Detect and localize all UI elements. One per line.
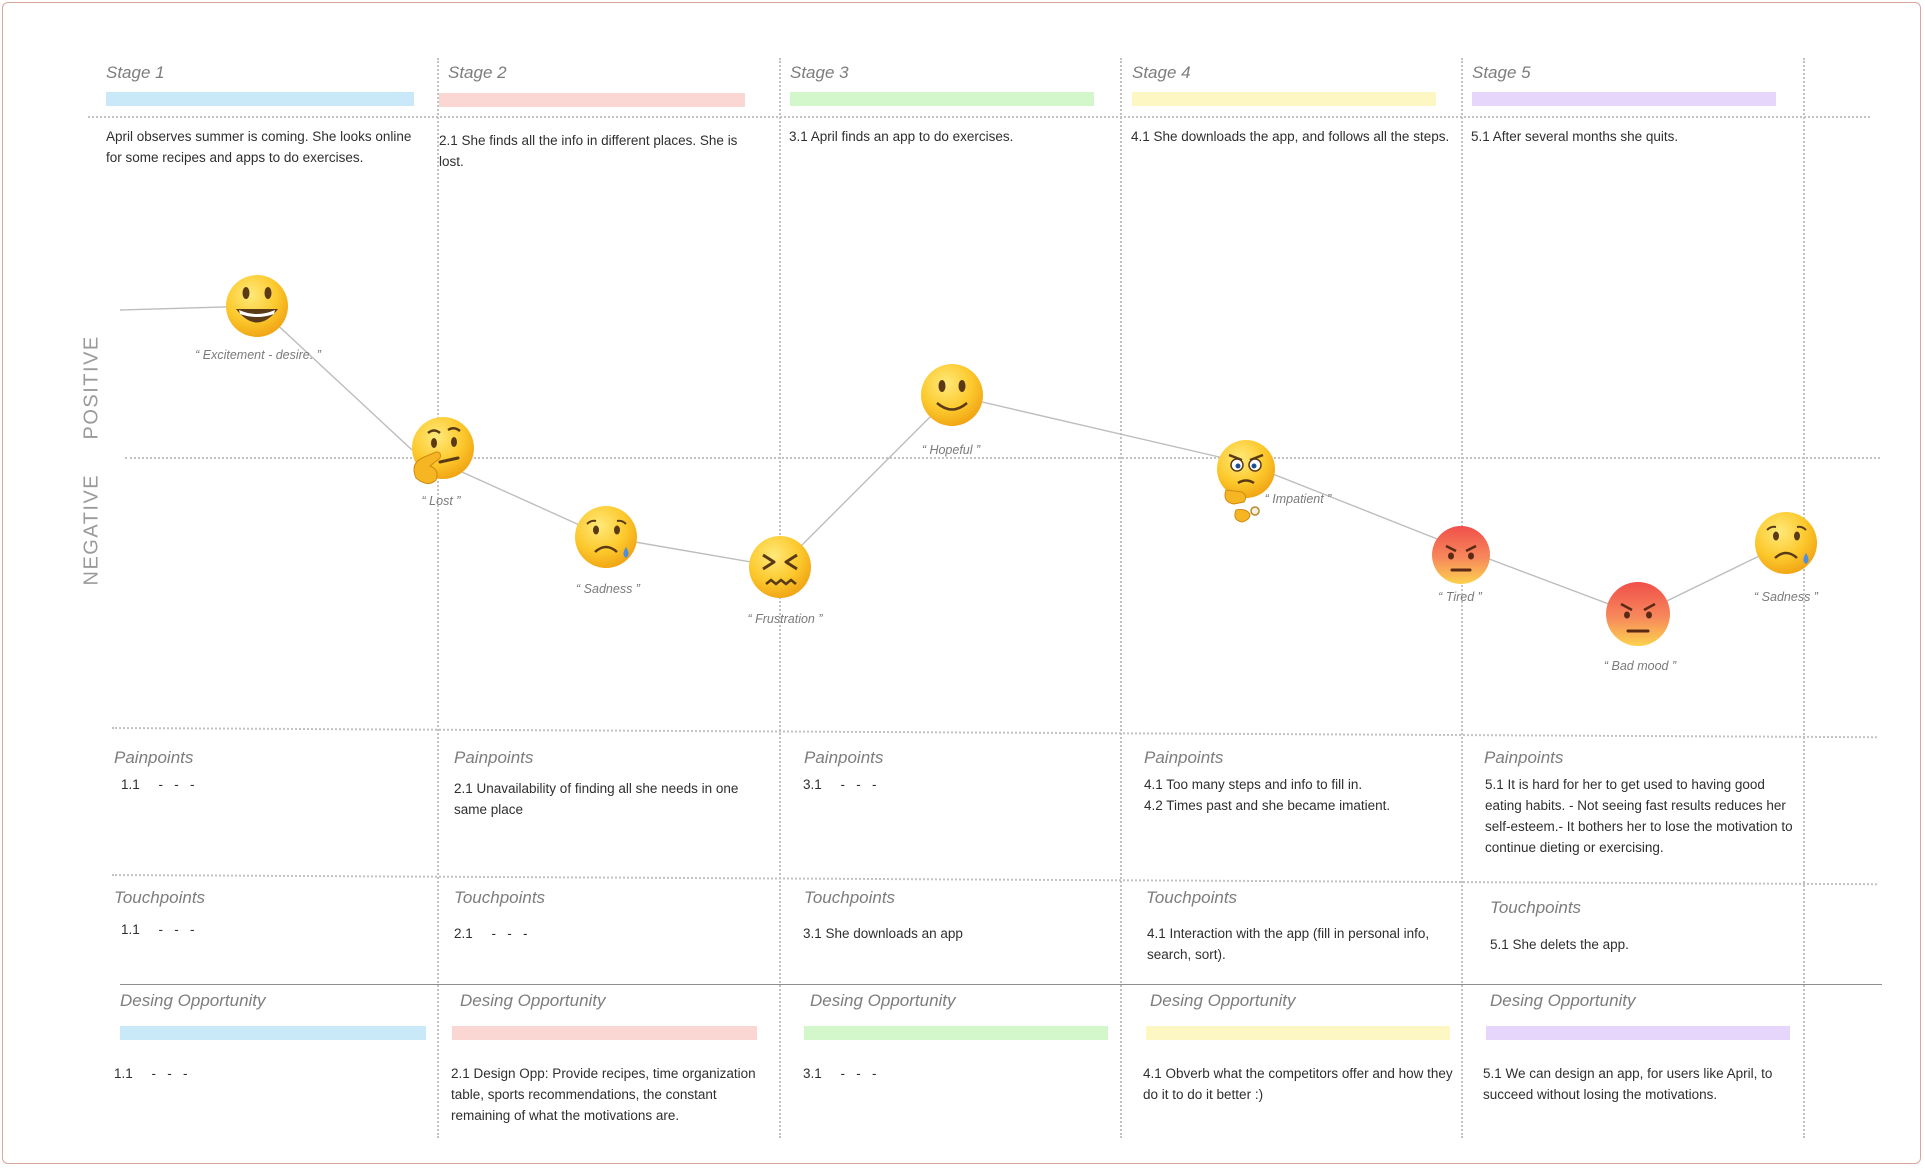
stage-2-opportunity: 2.1 Design Opp: Provide recipes, time or… (451, 1066, 756, 1123)
stage-5-opportunity: 5.1 We can design an app, for users like… (1483, 1066, 1773, 1102)
stage-1-title: Stage 1 (106, 63, 165, 82)
stage-4-painpoint-1: 4.1 Too many steps and info to fill in. (1144, 777, 1363, 792)
sad-tear-emoji-icon (575, 506, 637, 568)
emotion-label-sadness: “ Sadness ” (576, 582, 640, 596)
stage-1-painpoint: 1.1 - - - (121, 777, 195, 792)
stage-2-title: Stage 2 (448, 63, 507, 82)
painpoints-label: Painpoints (1144, 748, 1224, 767)
stage-4-painpoint-2: 4.2 Times past and she became imatient. (1144, 798, 1391, 813)
opportunity-label: Desing Opportunity (1490, 991, 1636, 1010)
emotion-label-bad-mood: “ Bad mood ” (1603, 659, 1677, 673)
painpoints-label: Painpoints (454, 748, 534, 767)
stage-1-color-bar (106, 92, 414, 106)
opportunity-label: Desing Opportunity (120, 991, 266, 1010)
touchpoints-label: Touchpoints (454, 888, 546, 907)
stage-3-touchpoint: 3.1 She downloads an app (803, 926, 963, 941)
stage-3-color-bar (790, 92, 1094, 106)
stage-1-description: April observes summer is coming. She loo… (106, 129, 412, 165)
stage-1-touchpoint: 1.1 - - - (121, 922, 195, 937)
stage-2-touchpoint: 2.1 - - - (454, 926, 528, 941)
stage-divider (1461, 58, 1463, 1138)
stage-5-description: 5.1 After several months she quits. (1471, 129, 1679, 144)
emotion-label-lost: “ Lost ” (421, 494, 461, 508)
grin-emoji-icon (226, 275, 288, 337)
emotion-label-impatient: “ Impatient ” (1264, 492, 1332, 506)
emotion-label-hopeful: “ Hopeful ” (921, 443, 981, 457)
opportunity-label: Desing Opportunity (810, 991, 956, 1010)
stage-3-painpoint: 3.1 - - - (803, 777, 877, 792)
stage-3-description: 3.1 April finds an app to do exercises. (789, 129, 1014, 144)
touchpoints-label: Touchpoints (1490, 898, 1582, 917)
emotion-label-sadness-2: “ Sadness ” (1754, 590, 1818, 604)
impatient-emoji-icon (1217, 440, 1275, 523)
angry-red-emoji-icon (1432, 526, 1490, 584)
stage-5-color-bar (1472, 92, 1776, 106)
stage-5-opportunity-bar (1486, 1026, 1790, 1040)
stage-5-touchpoint: 5.1 She delets the app. (1490, 937, 1629, 952)
sad-tear-emoji-icon (1755, 512, 1817, 574)
stage-4-color-bar (1132, 92, 1436, 106)
opportunity-divider (120, 984, 1882, 985)
stage-3-title: Stage 3 (790, 63, 849, 82)
angry-red-emoji-icon (1606, 582, 1670, 646)
opportunity-label: Desing Opportunity (1150, 991, 1296, 1010)
touchpoints-label: Touchpoints (114, 888, 206, 907)
painpoints-label: Painpoints (114, 748, 194, 767)
stage-2-painpoint: 2.1 Unavailability of finding all she ne… (454, 781, 739, 817)
stage-4-touchpoint: 4.1 Interaction with the app (fill in pe… (1147, 926, 1430, 962)
emotion-label-tired: “ Tired ” (1438, 590, 1482, 604)
stage-2-description: 2.1 She finds all the info in different … (439, 133, 738, 169)
painpoints-label: Painpoints (804, 748, 884, 767)
stage-4-title: Stage 4 (1132, 63, 1191, 82)
stage-divider (437, 58, 439, 1138)
frustrated-emoji-icon (749, 536, 811, 598)
painpoints-label: Painpoints (1484, 748, 1564, 767)
stage-2-color-bar (439, 93, 745, 107)
stage-3-opportunity-bar (804, 1026, 1108, 1040)
opportunity-label: Desing Opportunity (460, 991, 606, 1010)
emotion-label-excitement: “ Excitement - desire. ” (195, 348, 321, 362)
stage-5-title: Stage 5 (1472, 63, 1531, 82)
touchpoints-label: Touchpoints (804, 888, 896, 907)
stage-divider (1120, 58, 1122, 1138)
smile-emoji-icon (921, 364, 983, 426)
emotion-label-frustration: “ Frustration ” (747, 612, 823, 626)
stage-4-opportunity-bar (1146, 1026, 1450, 1040)
stage-3-opportunity: 3.1 - - - (803, 1066, 877, 1081)
touchpoints-label: Touchpoints (1146, 888, 1238, 907)
stage-4-description: 4.1 She downloads the app, and follows a… (1131, 129, 1450, 144)
stage-divider (1803, 58, 1805, 1138)
stage-4-opportunity: 4.1 Obverb what the competitors offer an… (1143, 1066, 1453, 1102)
thinking-emoji-icon (412, 417, 474, 484)
stage-1-opportunity-bar (120, 1026, 426, 1040)
header-divider (88, 116, 1870, 118)
stage-2-opportunity-bar (452, 1026, 757, 1040)
stage-1-opportunity: 1.1 - - - (114, 1066, 188, 1081)
stage-5-painpoint: 5.1 It is hard for her to get used to ha… (1485, 777, 1793, 855)
neutral-axis-line (125, 457, 1880, 459)
